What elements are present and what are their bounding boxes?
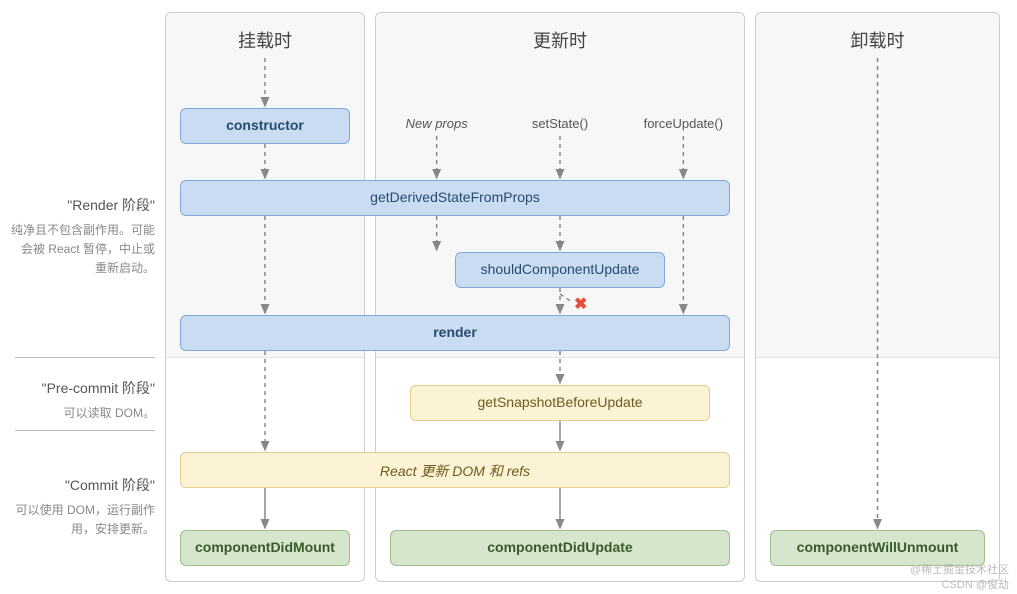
box-render: render — [180, 315, 730, 351]
phase-precommit-label: "Pre-commit 阶段" 可以读取 DOM。 — [10, 378, 155, 423]
phase-divider-1 — [15, 357, 155, 358]
watermark-line1: @稀土掘金技术社区 — [910, 563, 1009, 577]
phase-render-desc: 纯净且不包含副作用。可能会被 React 暂停，中止或重新启动。 — [10, 221, 155, 279]
render-phase-bg — [756, 13, 999, 358]
phase-precommit-title: "Pre-commit 阶段" — [10, 378, 155, 398]
box-getderivedstatefromprops: getDerivedStateFromProps — [180, 180, 730, 216]
phase-render-title: "Render 阶段" — [10, 195, 155, 215]
x-mark-icon: ✖ — [574, 294, 587, 314]
box-componentdidmount: componentDidMount — [180, 530, 350, 566]
trigger-forceupdate: forceUpdate() — [633, 116, 733, 131]
box-constructor: constructor — [180, 108, 350, 144]
box-react-updates-dom: React 更新 DOM 和 refs — [180, 452, 730, 488]
box-getsnapshotbeforeupdate: getSnapshotBeforeUpdate — [410, 385, 710, 421]
phase-render-label: "Render 阶段" 纯净且不包含副作用。可能会被 React 暂停，中止或重… — [10, 195, 155, 279]
column-unmount: 卸载时 — [755, 12, 1000, 582]
phase-divider-2 — [15, 430, 155, 431]
phase-commit-desc: 可以使用 DOM，运行副作用，安排更新。 — [10, 501, 155, 539]
column-mount-title: 挂载时 — [166, 13, 364, 53]
box-componentwillunmount: componentWillUnmount — [770, 530, 985, 566]
trigger-setstate: setState() — [510, 116, 610, 131]
phase-commit-label: "Commit 阶段" 可以使用 DOM，运行副作用，安排更新。 — [10, 475, 155, 539]
column-update: 更新时 — [375, 12, 745, 582]
column-update-title: 更新时 — [376, 13, 744, 53]
trigger-new-props: New props — [387, 116, 487, 131]
column-unmount-title: 卸载时 — [756, 13, 999, 53]
watermark-line2: CSDN @俊劫 — [910, 578, 1009, 592]
box-componentdidupdate: componentDidUpdate — [390, 530, 730, 566]
phase-precommit-desc: 可以读取 DOM。 — [10, 404, 155, 423]
box-shouldcomponentupdate: shouldComponentUpdate — [455, 252, 665, 288]
watermark: @稀土掘金技术社区 CSDN @俊劫 — [910, 563, 1009, 592]
phase-commit-title: "Commit 阶段" — [10, 475, 155, 495]
column-mount: 挂载时 — [165, 12, 365, 582]
